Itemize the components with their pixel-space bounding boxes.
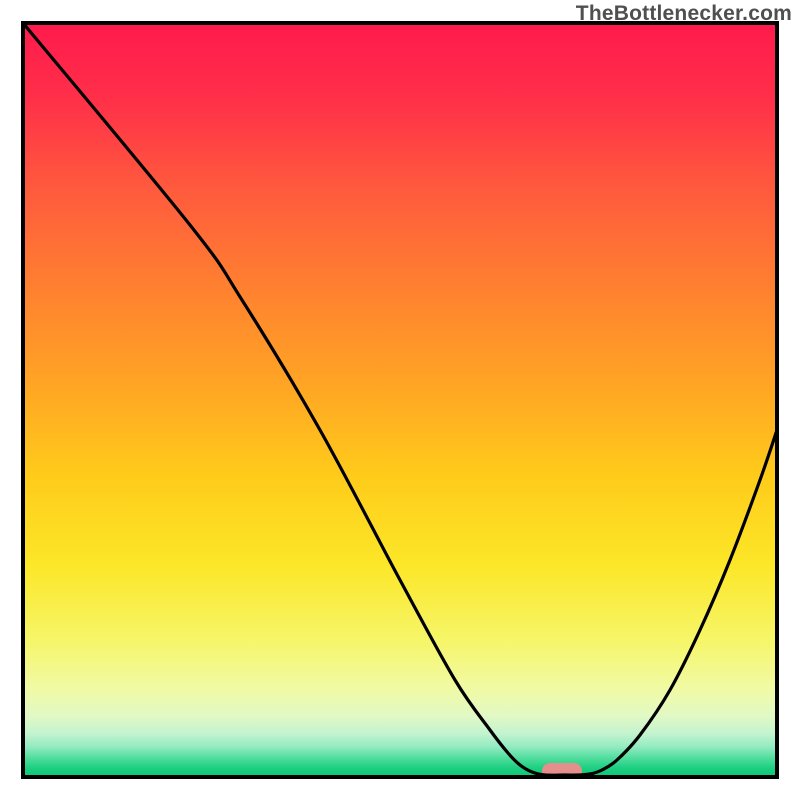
chart-stage: TheBottlenecker.com [0,0,800,800]
chart-svg [0,0,800,800]
plot-background [23,23,777,777]
watermark-text: TheBottlenecker.com [576,2,792,26]
